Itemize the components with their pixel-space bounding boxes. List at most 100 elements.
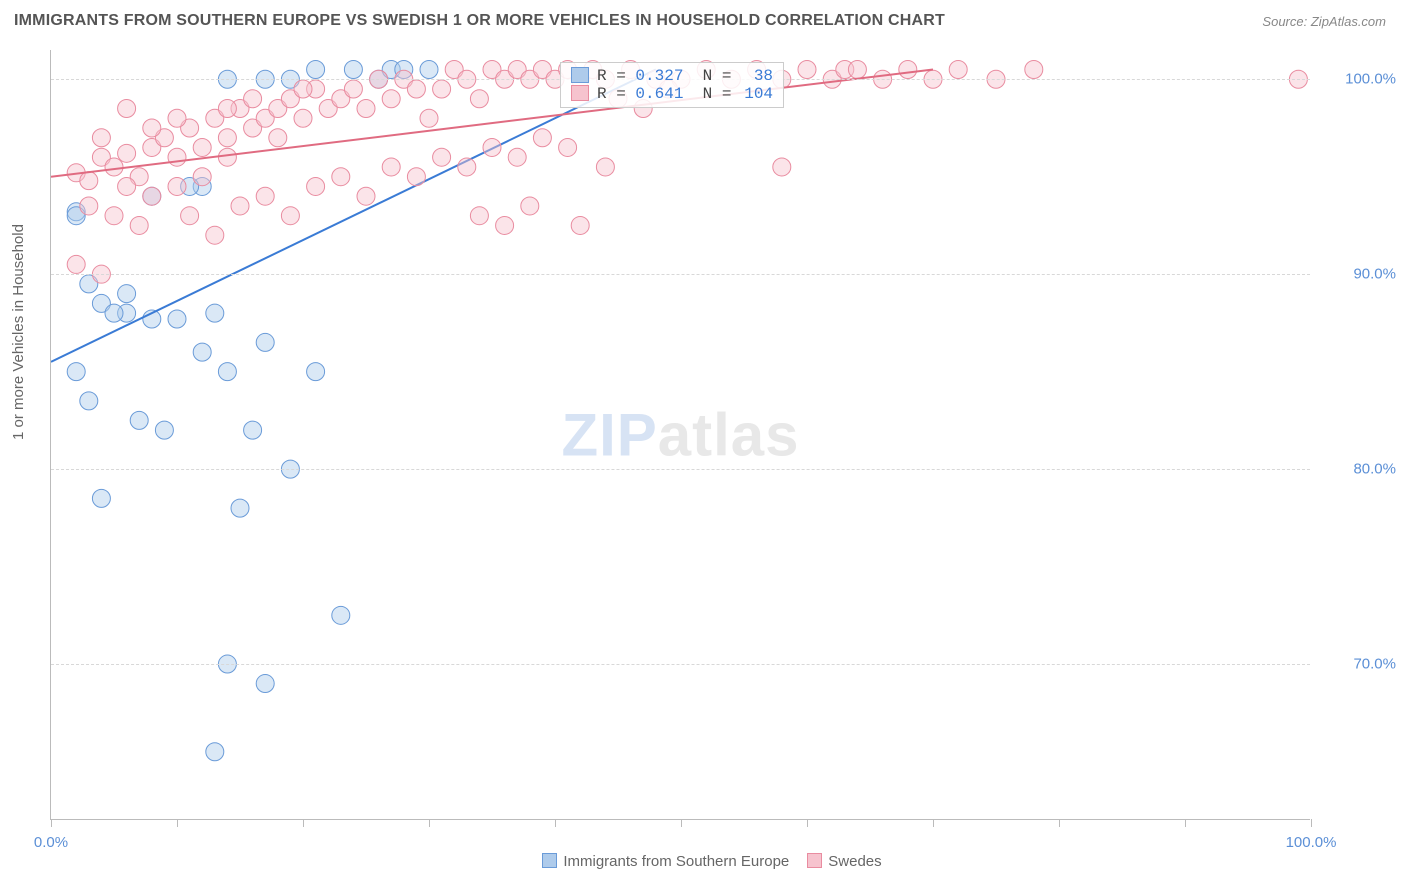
scatter-point-immigrants: [105, 304, 123, 322]
scatter-point-swedes: [218, 129, 236, 147]
stats-swatch-swedes: [571, 85, 589, 101]
scatter-point-swedes: [433, 80, 451, 98]
stats-r-value: 0.327: [635, 67, 683, 85]
x-tick: [933, 819, 934, 827]
stats-row-immigrants: R = 0.327 N = 38: [571, 67, 773, 85]
scatter-point-swedes: [193, 168, 211, 186]
stats-n-label: N =: [683, 85, 741, 103]
scatter-point-immigrants: [67, 363, 85, 381]
scatter-point-immigrants: [256, 675, 274, 693]
gridline: [51, 664, 1310, 665]
x-tick: [807, 819, 808, 827]
scatter-point-swedes: [470, 90, 488, 108]
scatter-point-swedes: [382, 90, 400, 108]
stats-box: R = 0.327 N = 38R = 0.641 N = 104: [560, 62, 784, 108]
plot-area: ZIPatlas 70.0%80.0%90.0%100.0%0.0%100.0%: [50, 50, 1310, 820]
scatter-point-swedes: [571, 216, 589, 234]
scatter-point-swedes: [596, 158, 614, 176]
stats-r-value: 0.641: [635, 85, 683, 103]
scatter-point-swedes: [231, 197, 249, 215]
y-tick-label: 70.0%: [1326, 656, 1396, 673]
scatter-point-immigrants: [130, 411, 148, 429]
legend-label-swedes: Swedes: [828, 853, 881, 870]
x-tick: [681, 819, 682, 827]
x-tick: [429, 819, 430, 827]
scatter-point-swedes: [496, 216, 514, 234]
x-tick: [177, 819, 178, 827]
scatter-point-swedes: [458, 158, 476, 176]
scatter-point-swedes: [357, 99, 375, 117]
scatter-point-swedes: [332, 168, 350, 186]
stats-n-label: N =: [683, 67, 741, 85]
gridline: [51, 469, 1310, 470]
scatter-point-swedes: [521, 197, 539, 215]
stats-r-label: R =: [597, 67, 635, 85]
scatter-point-swedes: [193, 138, 211, 156]
y-tick-label: 80.0%: [1326, 461, 1396, 478]
scatter-point-swedes: [206, 226, 224, 244]
x-tick: [1311, 819, 1312, 827]
scatter-point-swedes: [118, 177, 136, 195]
scatter-point-swedes: [949, 60, 967, 78]
source-attribution: Source: ZipAtlas.com: [1262, 14, 1386, 29]
x-tick: [1059, 819, 1060, 827]
scatter-point-swedes: [357, 187, 375, 205]
x-tick: [51, 819, 52, 827]
legend-bottom: Immigrants from Southern EuropeSwedes: [0, 853, 1406, 870]
stats-r-label: R =: [597, 85, 635, 103]
scatter-point-immigrants: [168, 310, 186, 328]
scatter-point-immigrants: [92, 489, 110, 507]
stats-swatch-immigrants: [571, 67, 589, 83]
scatter-point-swedes: [269, 129, 287, 147]
scatter-point-swedes: [92, 129, 110, 147]
scatter-point-swedes: [168, 148, 186, 166]
scatter-point-swedes: [307, 177, 325, 195]
scatter-point-swedes: [281, 207, 299, 225]
scatter-point-swedes: [899, 60, 917, 78]
y-tick-label: 90.0%: [1326, 266, 1396, 283]
x-tick-label: 100.0%: [1286, 834, 1337, 851]
scatter-point-swedes: [168, 177, 186, 195]
x-tick-label: 0.0%: [34, 834, 68, 851]
chart-title: IMMIGRANTS FROM SOUTHERN EUROPE VS SWEDI…: [14, 12, 945, 30]
scatter-point-swedes: [294, 80, 312, 98]
scatter-point-immigrants: [206, 743, 224, 761]
scatter-point-immigrants: [420, 60, 438, 78]
scatter-point-swedes: [483, 138, 501, 156]
scatter-point-immigrants: [218, 363, 236, 381]
gridline: [51, 274, 1310, 275]
scatter-point-immigrants: [307, 363, 325, 381]
scatter-point-swedes: [533, 129, 551, 147]
x-tick: [555, 819, 556, 827]
scatter-point-immigrants: [307, 60, 325, 78]
scatter-point-swedes: [130, 216, 148, 234]
scatter-point-swedes: [143, 119, 161, 137]
scatter-point-immigrants: [332, 606, 350, 624]
scatter-point-swedes: [168, 109, 186, 127]
scatter-point-immigrants: [244, 421, 262, 439]
scatter-point-swedes: [218, 99, 236, 117]
scatter-point-swedes: [470, 207, 488, 225]
scatter-point-swedes: [294, 109, 312, 127]
scatter-point-swedes: [244, 90, 262, 108]
chart-svg: [51, 50, 1311, 820]
scatter-point-swedes: [143, 187, 161, 205]
x-tick: [303, 819, 304, 827]
legend-swatch-immigrants: [542, 853, 557, 868]
scatter-point-swedes: [105, 158, 123, 176]
scatter-point-swedes: [80, 197, 98, 215]
scatter-point-swedes: [256, 187, 274, 205]
scatter-point-swedes: [344, 80, 362, 98]
scatter-point-swedes: [382, 158, 400, 176]
scatter-point-immigrants: [193, 343, 211, 361]
stats-n-value: 38: [741, 67, 773, 85]
scatter-point-swedes: [80, 172, 98, 190]
scatter-point-immigrants: [256, 333, 274, 351]
source-label: Source:: [1262, 14, 1307, 29]
stats-row-swedes: R = 0.641 N = 104: [571, 85, 773, 103]
scatter-point-immigrants: [344, 60, 362, 78]
scatter-point-swedes: [105, 207, 123, 225]
scatter-point-swedes: [433, 148, 451, 166]
scatter-point-immigrants: [231, 499, 249, 517]
scatter-point-swedes: [559, 138, 577, 156]
